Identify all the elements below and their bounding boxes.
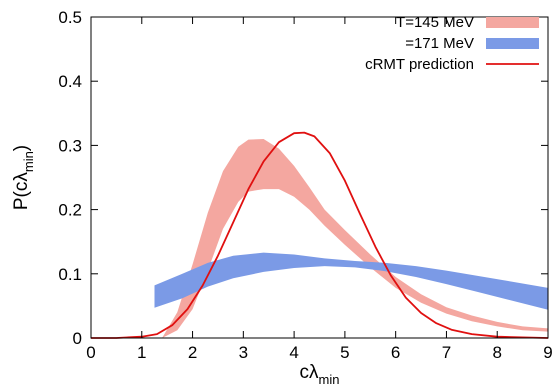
- x-tick-label: 3: [239, 343, 248, 362]
- x-axis-title: cλmin: [300, 362, 340, 387]
- legend: T=145 MeV =171 MeV cRMT prediction: [365, 14, 539, 73]
- tick-label-layer: 0 1 2 3 4 5 6 7 8 9 0 0.1 0.2 0.3 0.4 0.5: [58, 8, 552, 362]
- y-axis-title: P(cλmin): [11, 145, 36, 210]
- y-tick-label: 0.3: [58, 136, 82, 155]
- x-axis-title-sub: min: [319, 372, 340, 387]
- x-tick-label: 2: [188, 343, 197, 362]
- series-band-t-145-mev: [162, 139, 548, 338]
- x-tick-label: 9: [543, 343, 552, 362]
- legend-label-t-145-mev: T=145 MeV: [396, 14, 474, 31]
- line-layer: [91, 131, 549, 339]
- legend-swatch-171-mev: [486, 38, 539, 49]
- y-axis-title-close: ): [11, 145, 32, 151]
- tick-layer: [90, 16, 549, 339]
- legend-swatch-t-145-mev: [486, 17, 539, 28]
- y-axis-title-base: P(cλ: [11, 172, 32, 211]
- x-tick-label: 8: [492, 343, 501, 362]
- x-tick-label: 6: [391, 343, 400, 362]
- series-line-crmt-prediction: [91, 131, 549, 339]
- x-tick-label: 4: [289, 343, 298, 362]
- x-tick-label: 1: [137, 343, 146, 362]
- y-tick-label: 0.4: [58, 72, 82, 91]
- y-tick-label: 0.1: [58, 265, 82, 284]
- legend-label-171-mev: =171 MeV: [405, 35, 474, 52]
- series-band-171-mev: [154, 252, 548, 310]
- y-tick-label: 0: [73, 329, 82, 348]
- legend-label-crmt-prediction: cRMT prediction: [365, 56, 474, 73]
- x-tick-label: 0: [86, 343, 95, 362]
- x-axis-title-base: cλ: [300, 362, 320, 383]
- x-tick-label: 7: [442, 343, 451, 362]
- band-layer: [154, 139, 548, 338]
- y-axis-title-sub: min: [21, 151, 36, 172]
- plot-frame: [90, 16, 549, 339]
- y-tick-label: 0.5: [58, 8, 82, 27]
- y-tick-label: 0.2: [58, 201, 82, 220]
- x-tick-label: 5: [340, 343, 349, 362]
